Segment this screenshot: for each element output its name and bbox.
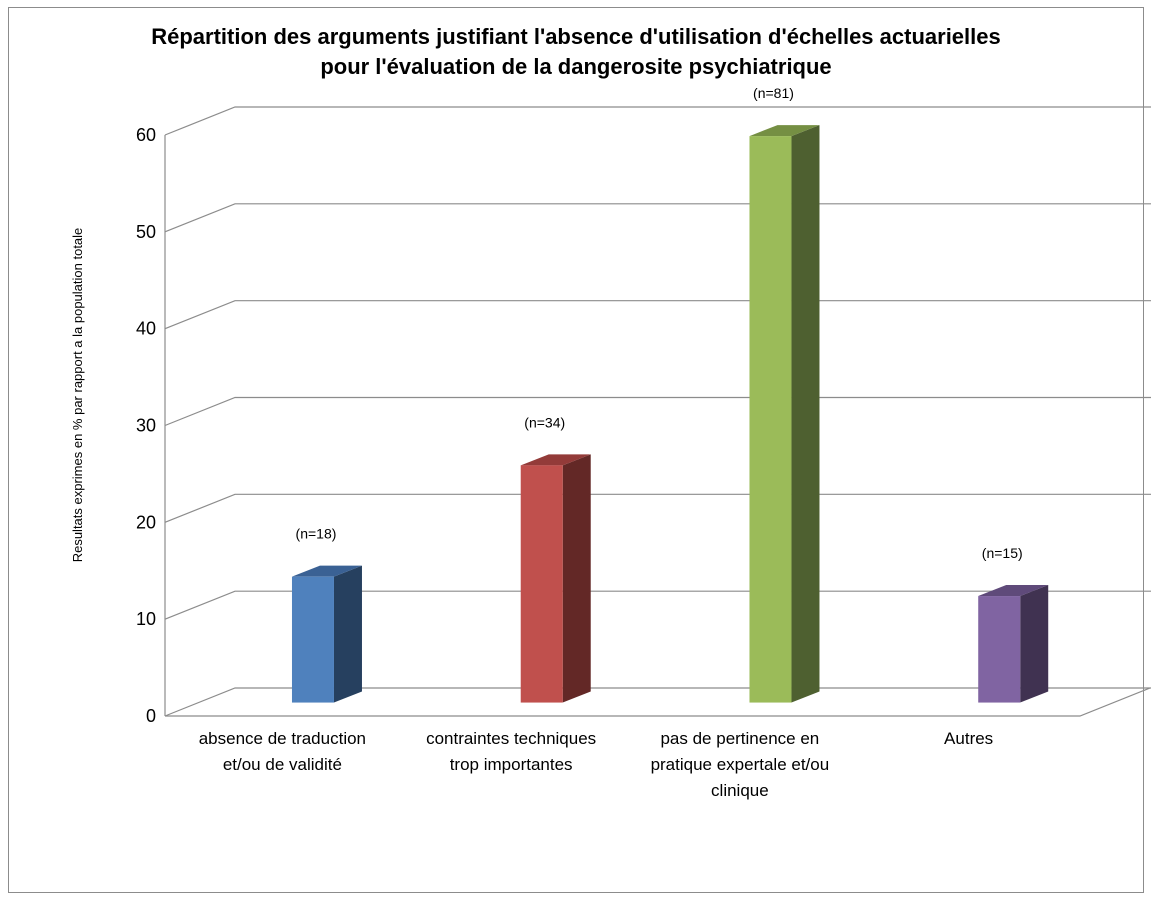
x-tick-label: pratique expertale et/ou: [651, 755, 830, 774]
x-tick-label: contraintes techniques: [426, 729, 596, 748]
bar-annotation: (n=18): [296, 526, 337, 542]
x-tick-label: clinique: [711, 781, 769, 800]
bar-annotation: (n=34): [524, 414, 565, 430]
x-tick-label: Autres: [944, 729, 993, 748]
bars: [291, 125, 1049, 703]
y-tick-label: 40: [136, 319, 156, 339]
gridline: [164, 590, 1151, 620]
bar-top: [749, 125, 820, 137]
bar-annotation: (n=15): [982, 545, 1023, 561]
y-tick-label: 0: [146, 706, 156, 726]
labels: 0 10 20 30 40 50 60 (n=18) absence de traduction…: [136, 85, 1023, 800]
bar: [520, 465, 563, 703]
bar-top: [291, 565, 362, 577]
bar-annotation: (n=81): [753, 85, 794, 101]
bar-side: [333, 565, 362, 703]
x-tick-label: et/ou de validité: [223, 755, 342, 774]
y-tick-label: 30: [136, 416, 156, 436]
y-tick-label: 50: [136, 222, 156, 242]
x-tick-label: pas de pertinence en: [660, 729, 819, 748]
bar-side: [791, 125, 820, 703]
gridline: [164, 106, 1151, 136]
gridline: [164, 300, 1151, 330]
x-tick-label: trop importantes: [450, 755, 573, 774]
gridline: [164, 396, 1151, 427]
y-axis-label: Resultats exprimes en % par rapport a la…: [70, 228, 85, 563]
bar: [749, 136, 792, 703]
axes: [164, 135, 1151, 717]
bar-side: [1020, 585, 1049, 703]
chart-title-line-1: Répartition des arguments justifiant l'a…: [151, 24, 1001, 49]
gridline: [164, 203, 1151, 233]
y-tick-label: 10: [136, 609, 156, 629]
y-tick-label: 20: [136, 512, 156, 532]
gridlines: [164, 106, 1151, 717]
bar-top: [520, 454, 591, 466]
gridline: [164, 493, 1151, 523]
chart-frame: [8, 7, 1144, 893]
bar-side: [562, 454, 591, 703]
bar: [291, 576, 334, 703]
bar-top: [978, 585, 1049, 597]
y-tick-label: 60: [136, 125, 156, 145]
chart-title: Répartition des arguments justifiant l'a…: [8, 22, 1144, 82]
bar: [978, 596, 1021, 703]
x-tick-label: absence de traduction: [199, 729, 366, 748]
gridline: [164, 687, 1151, 717]
chart-title-line-2: pour l'évaluation de la dangerosite psyc…: [320, 54, 832, 79]
x-axis-floor-edge: [165, 687, 1151, 717]
